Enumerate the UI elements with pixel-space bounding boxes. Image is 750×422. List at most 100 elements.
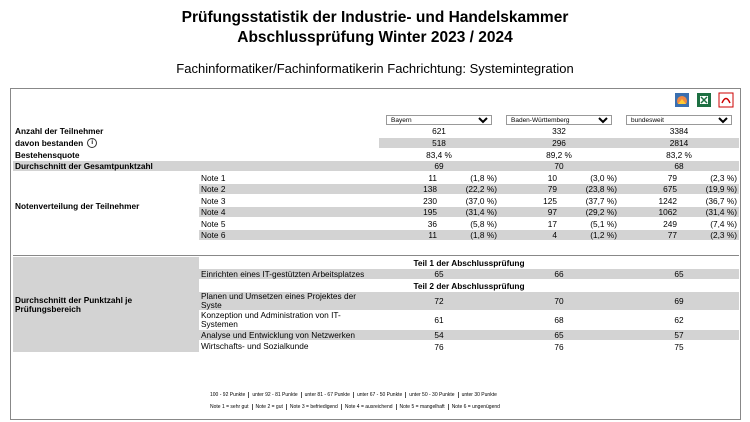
table-row: Durchschnitt der Gesamtpunktzahl 69 70 68 [13,160,739,172]
table-row: Teil 2 der Abschlussprüfung [13,280,739,291]
info-icon[interactable]: i [87,138,98,149]
grade-label: Note 2 [199,183,379,195]
summary-value: 332 [552,126,566,137]
legend-item: Note 1 = sehr gut [210,404,249,410]
grade-count: 195 [379,206,439,218]
grade-count: 230 [423,195,437,206]
summary-value: 89,2 % [546,149,572,160]
grade-share: (37,0 %) [465,195,497,206]
area-value: 70 [499,291,619,310]
area-label: Konzeption und Administration von IT-Sys… [201,310,341,329]
subtitle: Fachinformatiker/Fachinformatikerin Fach… [176,61,574,76]
summary-value: 68 [619,160,739,172]
table-row: Note 3 230 (37,0 %) 125 (37,7 %) 1242 (36,7 %) [13,195,739,206]
statistics-panel: Bayern Baden-Württemberg bundesweit Anzahl … [10,88,741,420]
grade-share: (19,9 %) [679,183,739,195]
section-label: Durchschnitt der Punktzahl je Prüfungsbe… [13,257,199,352]
grade-label: Note 5 [201,218,226,229]
area-value: 54 [379,329,499,341]
grade-count: 79 [499,183,559,195]
grade-share: (22,2 %) [439,183,499,195]
area-value: 76 [434,341,444,352]
grade-share: (37,7 %) [585,195,617,206]
grade-count: 138 [379,183,439,195]
grade-count: 17 [547,218,557,229]
area-value: 69 [619,291,739,310]
table-row [13,241,739,257]
grade-count: 10 [547,172,557,183]
legend-item: Note 6 = ungenügend [447,404,503,410]
area-value: 62 [674,314,684,325]
table-row: Planen und Umsetzen eines Projektes der … [13,291,739,310]
table-row: Note 6 11 (1,8 %) 4 (1,2 %) 77 (2,3 %) [13,229,739,241]
part-heading: Teil 2 der Abschlussprüfung [413,280,525,291]
chart-icon[interactable] [674,92,690,108]
grade-label: Note 3 [201,195,226,206]
grade-count: 77 [619,229,679,241]
summary-value: 2814 [619,137,739,149]
grade-share: (2,3 %) [679,229,739,241]
grade-count: 675 [619,183,679,195]
row-label: Anzahl der Teilnehmer [13,126,379,137]
grade-count: 11 [379,229,439,241]
grade-count: 249 [663,218,677,229]
region-select[interactable]: bundesweit [626,115,732,125]
title: Prüfungsstatistik der Industrie- und Han… [181,9,569,26]
pdf-icon[interactable] [718,92,734,108]
legend-item: Note 4 = ausreichend [340,404,396,410]
row-label: Bestehensquote [13,149,379,160]
table-row: Einrichten eines IT-gestützten Arbeitspl… [13,268,739,280]
region-select[interactable]: Bayern [386,115,492,125]
label-text: Durchschnitt der Gesamtpunktzahl [15,161,153,172]
region-select[interactable]: Baden-Württemberg [506,115,612,125]
table-row: Note 4 195 (31,4 %) 97 (29,2 %) 1062 (31,4 %) [13,206,739,218]
summary-value: 621 [432,126,446,137]
table-row: Bestehensquote 83,4 % 89,2 % 83,2 % [13,149,739,160]
grade-count: 4 [499,229,559,241]
table-row: Note 2 138 (22,2 %) 79 (23,8 %) 675 (19,9 %) [13,183,739,195]
legend: 100 - 92 Punkte unter 92 - 81 Punkte unter… [207,389,503,413]
grade-count: 1242 [658,195,677,206]
region-cell: Bayern [379,114,499,125]
summary-value: 83,2 % [666,149,692,160]
legend-item: unter 50 - 30 Punkte [405,392,457,398]
area-value: 72 [379,291,499,310]
legend-item: unter 92 - 81 Punkte [248,392,300,398]
area-value: 65 [499,329,619,341]
grade-label: Note 4 [199,206,379,218]
legend-item: unter 30 Punkte [457,392,500,398]
summary-value: 296 [499,137,619,149]
section-label: Notenverteilung der Teilnehmer [15,201,140,212]
table-row: Anzahl der Teilnehmer 621 332 3384 [13,126,739,137]
grade-share: (7,4 %) [710,218,737,229]
area-value: 61 [434,314,444,325]
area-value: 65 [619,268,739,280]
grade-count: 11 [428,172,437,183]
table-row: davon bestanden i 518 296 2814 [13,137,739,149]
excel-icon[interactable] [696,92,712,108]
region-cell: Baden-Württemberg [499,114,619,125]
grade-share: (5,8 %) [470,218,497,229]
legend-item: Note 2 = gut [251,404,286,410]
table-row: Notenverteilung der Teilnehmer Note 1 11 (1… [13,172,739,212]
row-label: davon bestanden i [13,138,379,149]
legend-item: 100 - 92 Punkte [210,392,246,398]
grade-share: (1,8 %) [439,229,499,241]
legend-row: Note 1 = sehr gut Note 2 = gut Note 3 = be… [207,401,503,413]
grade-share: (3,0 %) [590,172,617,183]
row-label: Durchschnitt der Gesamtpunktzahl [13,160,379,172]
table-row: Wirtschafts- und Sozialkunde 76 76 75 [13,341,739,352]
area-label: Wirtschafts- und Sozialkunde [201,341,309,352]
grade-count: 125 [543,195,557,206]
grade-label: Note 6 [199,229,379,241]
grade-share: (31,4 %) [679,206,739,218]
statistics-table: Bayern Baden-Württemberg bundesweit Anzahl … [13,113,739,353]
area-value: 66 [499,268,619,280]
area-value: 57 [619,329,739,341]
summary-value: 518 [379,137,499,149]
summary-value: 70 [499,160,619,172]
spacer [13,241,739,257]
table-row: Note 5 36 (5,8 %) 17 (5,1 %) 249 (7,4 %) [13,218,739,229]
area-label: Planen und Umsetzen eines Projektes der … [199,291,379,310]
title: Abschlussprüfung Winter 2023 / 2024 [237,29,513,46]
